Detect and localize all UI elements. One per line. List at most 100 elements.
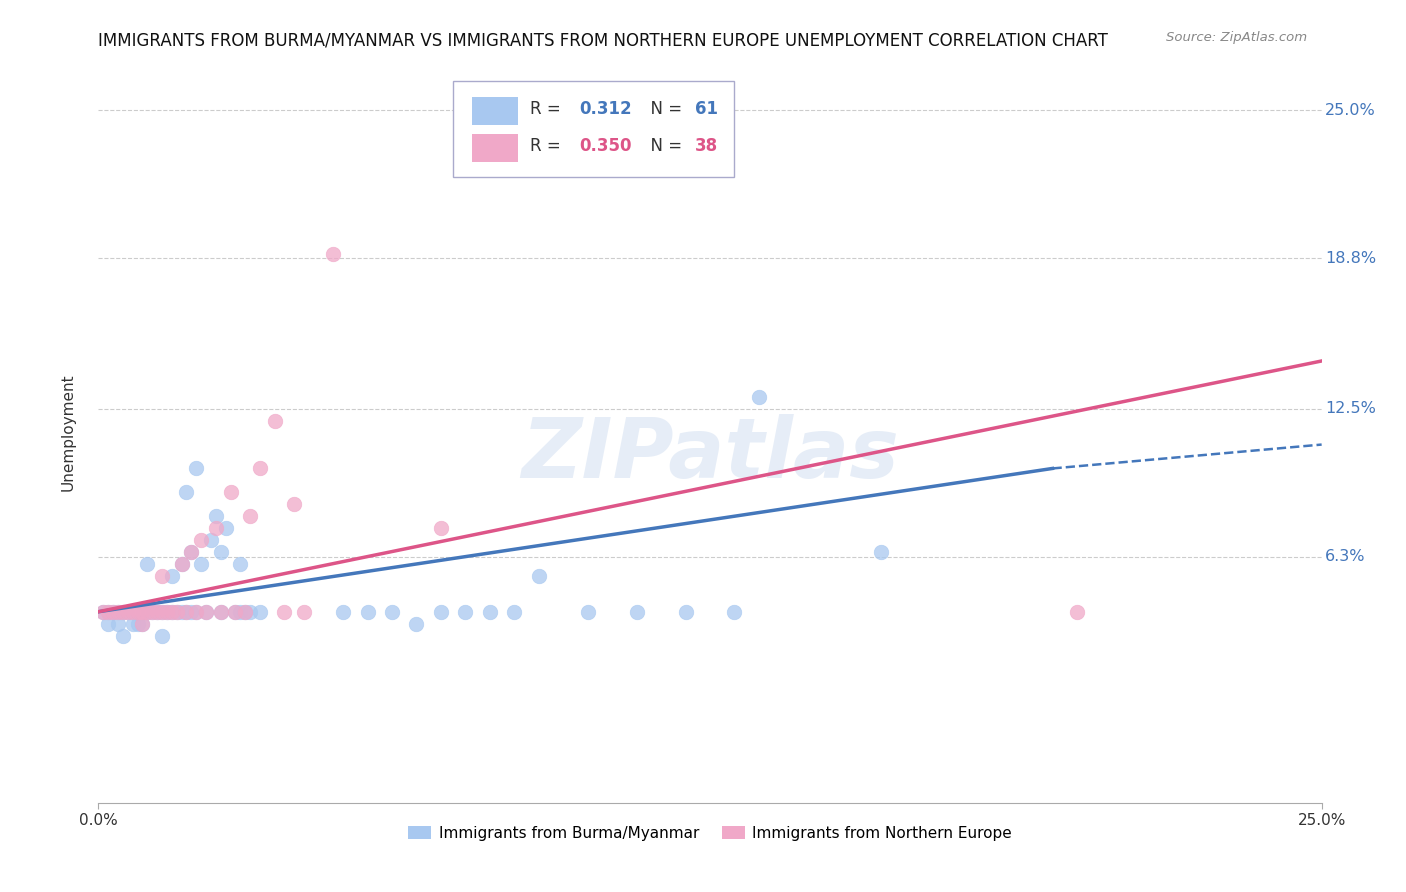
Point [107, 605, 129, 619]
Point [150, 605, 173, 619]
Point [209, 605, 232, 619]
Point [322, 246, 344, 260]
Text: N =: N = [640, 100, 688, 118]
Point [107, 616, 129, 631]
Point [214, 521, 236, 535]
Text: IMMIGRANTS FROM BURMA/MYANMAR VS IMMIGRANTS FROM NORTHERN EUROPE UNEMPLOYMENT CO: IMMIGRANTS FROM BURMA/MYANMAR VS IMMIGRA… [98, 31, 1108, 49]
Point [229, 557, 252, 571]
Point [454, 605, 477, 619]
Point [117, 605, 139, 619]
Point [136, 605, 159, 619]
Point [200, 533, 222, 547]
Point [127, 605, 149, 619]
Point [97, 616, 120, 631]
Point [150, 569, 173, 583]
Point [195, 605, 218, 619]
Text: Unemployment: Unemployment [60, 374, 76, 491]
Point [186, 461, 208, 475]
Point [233, 605, 256, 619]
Text: Source: ZipAtlas.com: Source: ZipAtlas.com [1167, 31, 1308, 45]
Text: 12.5%: 12.5% [1326, 401, 1376, 417]
Point [205, 521, 228, 535]
Point [209, 605, 232, 619]
Point [224, 605, 246, 619]
Text: ZIPatlas: ZIPatlas [522, 414, 898, 495]
Point [97, 605, 120, 619]
Point [503, 605, 526, 619]
Point [283, 497, 305, 511]
Point [430, 521, 453, 535]
Point [166, 605, 188, 619]
Point [870, 545, 893, 559]
Point [146, 605, 169, 619]
Point [263, 414, 285, 428]
Text: N =: N = [640, 137, 688, 155]
Point [150, 629, 173, 643]
Point [190, 533, 212, 547]
FancyBboxPatch shape [471, 97, 517, 126]
Point [170, 605, 193, 619]
Point [111, 605, 134, 619]
Text: 6.3%: 6.3% [1326, 549, 1365, 565]
Point [131, 605, 153, 619]
FancyBboxPatch shape [471, 135, 517, 162]
Point [478, 605, 501, 619]
Point [273, 605, 295, 619]
Point [224, 605, 246, 619]
Point [205, 509, 228, 524]
Point [127, 605, 149, 619]
Point [141, 605, 163, 619]
Point [136, 605, 159, 619]
Point [121, 605, 143, 619]
Point [405, 616, 427, 631]
Point [209, 545, 232, 559]
Point [107, 605, 129, 619]
Point [356, 605, 378, 619]
Text: 25.0%: 25.0% [1326, 103, 1376, 118]
Point [332, 605, 354, 619]
Point [131, 616, 153, 631]
Point [101, 605, 124, 619]
Point [101, 605, 124, 619]
Text: 18.8%: 18.8% [1326, 251, 1376, 266]
Point [229, 605, 252, 619]
Text: R =: R = [530, 100, 567, 118]
Point [136, 557, 159, 571]
Point [127, 616, 149, 631]
Legend: Immigrants from Burma/Myanmar, Immigrants from Northern Europe: Immigrants from Burma/Myanmar, Immigrant… [402, 820, 1018, 847]
Point [186, 605, 208, 619]
Point [176, 605, 198, 619]
Point [117, 605, 139, 619]
Point [156, 605, 179, 619]
Point [239, 509, 262, 524]
Text: R =: R = [530, 137, 567, 155]
Point [748, 390, 770, 404]
Point [131, 605, 153, 619]
Point [160, 605, 183, 619]
Point [91, 605, 114, 619]
Point [180, 605, 202, 619]
FancyBboxPatch shape [453, 81, 734, 178]
Point [675, 605, 697, 619]
Point [156, 605, 179, 619]
Point [723, 605, 745, 619]
Point [170, 557, 193, 571]
Point [160, 569, 183, 583]
Text: 0.312: 0.312 [579, 100, 631, 118]
Point [292, 605, 315, 619]
Point [233, 605, 256, 619]
Point [249, 605, 271, 619]
Point [249, 461, 271, 475]
Point [111, 605, 134, 619]
Point [626, 605, 648, 619]
Point [381, 605, 404, 619]
Point [170, 557, 193, 571]
Point [166, 605, 188, 619]
Point [121, 605, 143, 619]
Point [111, 629, 134, 643]
Point [527, 569, 550, 583]
Point [219, 485, 242, 500]
Point [180, 545, 202, 559]
Point [239, 605, 262, 619]
Point [150, 605, 173, 619]
